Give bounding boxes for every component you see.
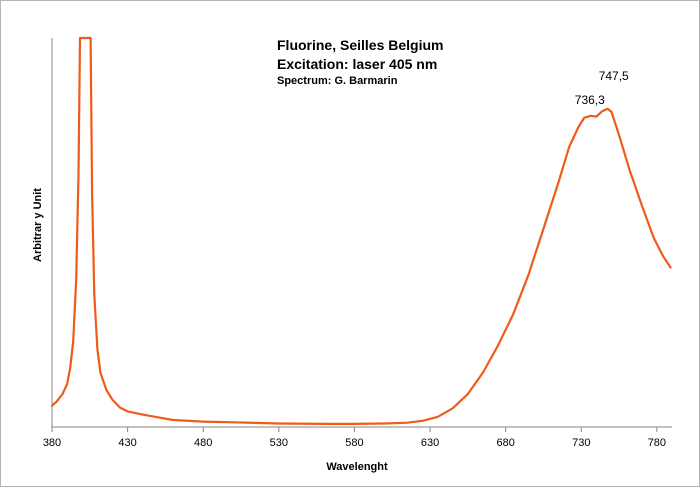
axes [51,38,672,428]
peak-label: 736,3 [575,93,605,107]
peak-label: 747,5 [599,69,629,83]
chart-credit: Spectrum: G. Barmarin [277,75,398,87]
y-axis-label: Arbitrar y Unit [32,188,44,262]
x-tick-label: 580 [345,437,363,449]
x-tick-label: 430 [118,437,136,449]
x-tick-labels: 380 430 480 530 580 630 680 730 780 [43,437,666,449]
x-tick-label: 730 [572,437,590,449]
chart-title: Fluorine, Seilles Belgium [277,37,443,53]
x-tick-marks [51,427,658,432]
x-tick-label: 630 [421,437,439,449]
series-line [50,36,672,425]
x-axis-label: Wavelenght [326,461,388,473]
x-tick-label: 530 [270,437,288,449]
chart-subtitle: Excitation: laser 405 nm [277,56,437,72]
peak-annotations: 736,3 747,5 [575,69,629,107]
x-tick-label: 680 [496,437,514,449]
x-tick-label: 380 [43,437,61,449]
x-tick-label: 780 [648,437,666,449]
x-tick-label: 480 [194,437,212,449]
